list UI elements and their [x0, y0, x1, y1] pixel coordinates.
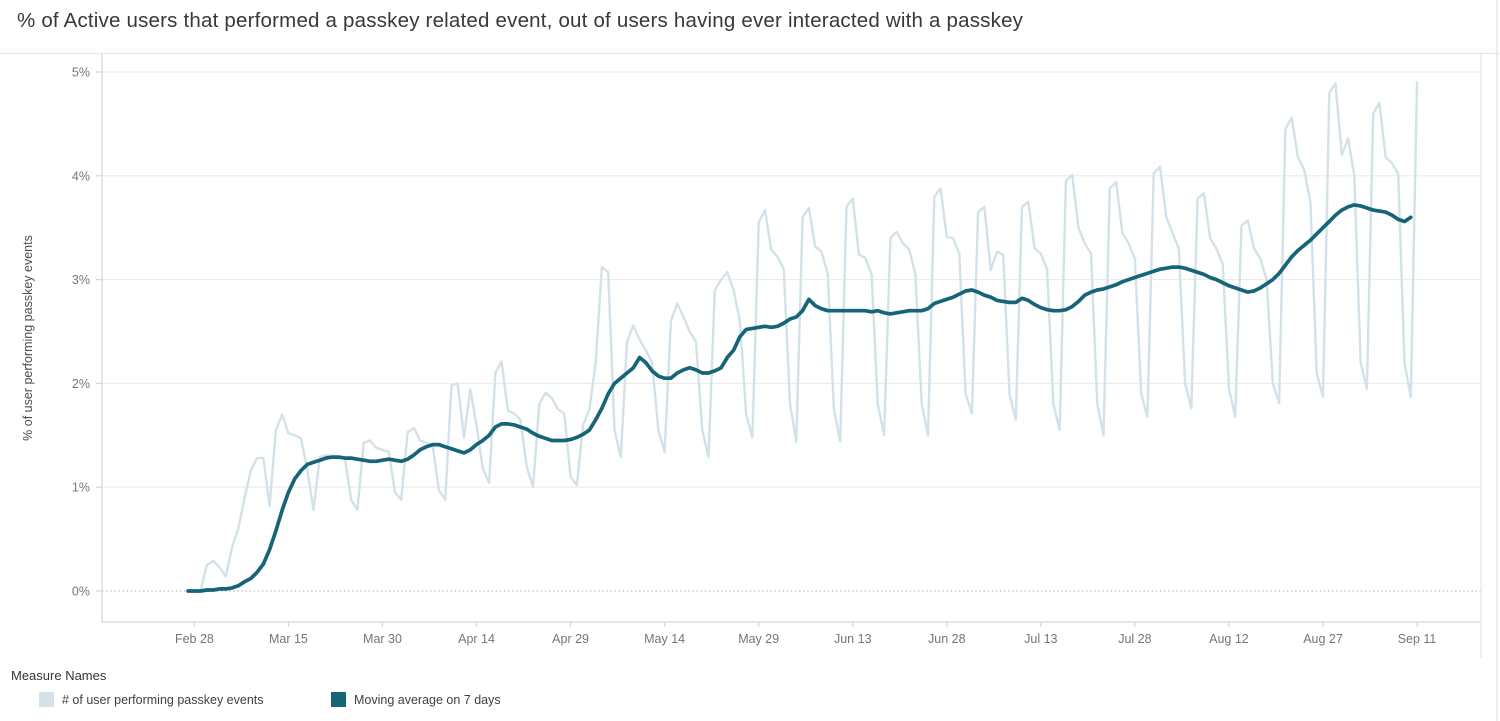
y-axis-title: % of user performing passkey events [21, 235, 35, 441]
x-tick-label: Apr 14 [458, 632, 495, 646]
y-tick-label: 3% [72, 273, 90, 287]
x-tick-label: Jul 13 [1024, 632, 1057, 646]
legend-item-moving-average[interactable]: Moving average on 7 days [331, 692, 501, 707]
x-tick-label: Aug 27 [1303, 632, 1343, 646]
legend-title: Measure Names [11, 668, 107, 683]
y-tick-label: 4% [72, 169, 90, 183]
chart-title: % of Active users that performed a passk… [17, 9, 1024, 32]
y-tick-label: 1% [72, 481, 90, 495]
x-tick-label: Jun 28 [928, 632, 966, 646]
x-tick-label: May 14 [644, 632, 685, 646]
y-tick-label: 0% [72, 585, 90, 599]
x-tick-label: May 29 [738, 632, 779, 646]
x-tick-label: Feb 28 [175, 632, 214, 646]
legend-label-daily-series: # of user performing passkey events [62, 692, 264, 707]
x-tick-label: Jun 13 [834, 632, 872, 646]
x-tick-label: Mar 15 [269, 632, 308, 646]
y-tick-label: 2% [72, 377, 90, 391]
moving-average-line[interactable] [186, 203, 1413, 593]
x-tick-label: Apr 29 [552, 632, 589, 646]
legend-label-moving-average: Moving average on 7 days [354, 692, 501, 707]
y-tick-label: 5% [72, 66, 90, 80]
legend-swatch-daily-series[interactable] [39, 692, 54, 707]
x-tick-label: Mar 30 [363, 632, 402, 646]
legend-swatch-moving-average[interactable] [331, 692, 346, 707]
legend: Measure Names # of user performing passk… [0, 663, 1500, 721]
x-tick-label: Aug 12 [1209, 632, 1249, 646]
legend-item-daily-series[interactable]: # of user performing passkey events [39, 692, 264, 707]
daily-series-line[interactable] [186, 81, 1419, 593]
x-tick-label: Jul 28 [1118, 632, 1151, 646]
x-tick-label: Sep 11 [1398, 632, 1437, 646]
